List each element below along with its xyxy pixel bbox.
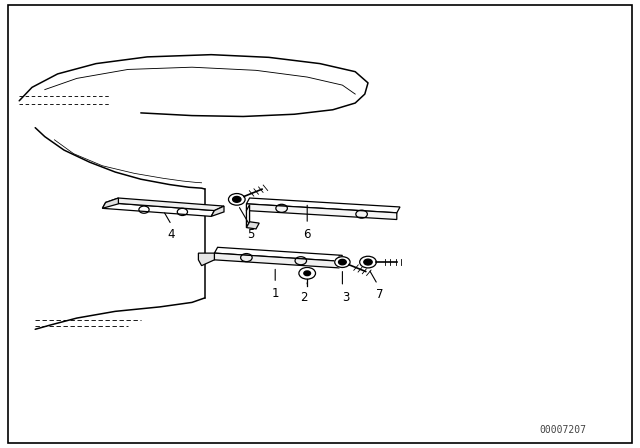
Circle shape [233, 196, 241, 202]
Circle shape [299, 267, 316, 279]
Circle shape [335, 257, 350, 267]
Polygon shape [246, 204, 397, 220]
Text: 2: 2 [300, 291, 308, 304]
Text: 4: 4 [168, 228, 175, 241]
Polygon shape [339, 255, 342, 268]
Polygon shape [106, 198, 224, 211]
Text: 6: 6 [303, 228, 311, 241]
Text: 3: 3 [342, 291, 349, 304]
Polygon shape [246, 205, 250, 228]
Circle shape [339, 259, 346, 265]
Polygon shape [198, 253, 214, 266]
Polygon shape [211, 206, 224, 216]
Text: 00007207: 00007207 [540, 425, 587, 435]
Circle shape [364, 259, 372, 265]
Text: 1: 1 [271, 287, 279, 300]
Polygon shape [214, 247, 342, 261]
Polygon shape [246, 222, 259, 229]
Polygon shape [102, 202, 214, 216]
Circle shape [304, 271, 310, 276]
Polygon shape [214, 253, 339, 268]
Circle shape [360, 256, 376, 268]
Text: 7: 7 [376, 288, 383, 301]
Polygon shape [102, 198, 118, 208]
Circle shape [228, 194, 245, 205]
Text: 5: 5 [247, 228, 255, 241]
Polygon shape [246, 198, 400, 213]
